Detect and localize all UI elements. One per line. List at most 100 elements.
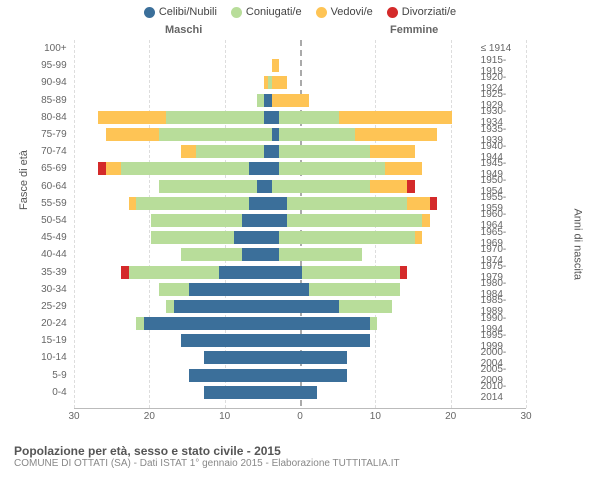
- bar-segment: [121, 162, 249, 175]
- chart-rows: 100+≤ 191495-991915-191990-941920-192485…: [74, 40, 526, 401]
- age-label: 45-49: [34, 232, 67, 243]
- age-label: 35-39: [34, 267, 67, 278]
- age-label: 55-59: [34, 198, 67, 209]
- female-bar: [272, 76, 477, 89]
- age-row: 80-841930-1934: [74, 109, 526, 126]
- bar-segment: [370, 317, 378, 330]
- female-bar: [272, 334, 477, 347]
- legend-label: Divorziati/e: [402, 6, 456, 18]
- bar-segment: [196, 145, 264, 158]
- female-bar: [272, 145, 477, 158]
- female-bar: [272, 300, 477, 313]
- bar-segment: [272, 180, 370, 193]
- male-bar: [67, 59, 272, 72]
- age-label: 70-74: [34, 146, 67, 157]
- chart-subtitle: COMUNE DI OTTATI (SA) - Dati ISTAT 1° ge…: [14, 458, 586, 469]
- bar-segment: [279, 162, 384, 175]
- legend-label: Celibi/Nubili: [159, 6, 217, 18]
- male-bar: [67, 42, 272, 55]
- right-axis-title: Anni di nascita: [572, 208, 584, 280]
- age-row: 5-92005-2009: [74, 367, 526, 384]
- bar-segment: [98, 111, 166, 124]
- x-tick: 10: [370, 411, 381, 422]
- bar-segment: [385, 162, 423, 175]
- age-row: 20-241990-1994: [74, 315, 526, 332]
- bar-segment: [272, 334, 370, 347]
- age-label: 65-69: [34, 163, 67, 174]
- birth-label: ≤ 1914: [481, 43, 526, 54]
- bar-segment: [151, 214, 241, 227]
- legend-item: Celibi/Nubili: [144, 6, 217, 18]
- legend-label: Coniugati/e: [246, 6, 302, 18]
- bar-segment: [249, 162, 272, 175]
- male-bar: [67, 197, 272, 210]
- bar-segment: [98, 162, 106, 175]
- x-tick: 30: [68, 411, 79, 422]
- female-bar: [272, 197, 477, 210]
- age-label: 5-9: [34, 370, 67, 381]
- female-bar: [272, 369, 477, 382]
- bar-segment: [204, 351, 272, 364]
- age-row: 85-891925-1929: [74, 92, 526, 109]
- bar-segment: [106, 162, 121, 175]
- male-bar: [67, 300, 272, 313]
- bar-segment: [339, 111, 452, 124]
- bar-segment: [136, 317, 144, 330]
- female-bar: [272, 351, 477, 364]
- bar-segment: [309, 283, 399, 296]
- bar-segment: [279, 231, 415, 244]
- age-row: 35-391975-1979: [74, 263, 526, 280]
- bar-segment: [272, 214, 287, 227]
- left-axis-title: Fasce di età: [18, 150, 30, 210]
- age-row: 70-741940-1944: [74, 143, 526, 160]
- bar-segment: [339, 300, 392, 313]
- bar-segment: [257, 180, 272, 193]
- bar-segment: [279, 111, 339, 124]
- x-tick: 0: [297, 411, 303, 422]
- x-tick: 10: [219, 411, 230, 422]
- bar-segment: [370, 180, 408, 193]
- age-row: 60-641950-1954: [74, 178, 526, 195]
- female-bar: [272, 42, 477, 55]
- female-bar: [272, 128, 477, 141]
- legend-label: Vedovi/e: [331, 6, 373, 18]
- bar-segment: [430, 197, 438, 210]
- chart-footer: Popolazione per età, sesso e stato civil…: [0, 440, 600, 469]
- bar-segment: [272, 351, 347, 364]
- legend-item: Coniugati/e: [231, 6, 302, 18]
- bar-segment: [159, 128, 272, 141]
- male-bar: [67, 180, 272, 193]
- male-bar: [67, 128, 272, 141]
- female-bar: [272, 94, 477, 107]
- age-row: 90-941920-1924: [74, 74, 526, 91]
- male-bar: [67, 111, 272, 124]
- x-axis: 3020100102030: [74, 408, 526, 429]
- female-bar: [272, 162, 477, 175]
- male-bar: [67, 266, 272, 279]
- bar-segment: [136, 197, 249, 210]
- bar-segment: [129, 197, 137, 210]
- age-row: 45-491965-1969: [74, 229, 526, 246]
- bar-segment: [415, 231, 423, 244]
- age-label: 15-19: [34, 335, 67, 346]
- bar-segment: [272, 231, 280, 244]
- bar-segment: [204, 386, 272, 399]
- legend-item: Vedovi/e: [316, 6, 373, 18]
- female-bar: [272, 231, 477, 244]
- age-label: 30-34: [34, 284, 67, 295]
- bar-segment: [264, 111, 272, 124]
- age-row: 75-791935-1939: [74, 126, 526, 143]
- female-bar: [272, 386, 477, 399]
- male-bar: [67, 248, 272, 261]
- x-tick: 20: [445, 411, 456, 422]
- bar-segment: [272, 59, 280, 72]
- bar-segment: [129, 266, 219, 279]
- male-bar: [67, 283, 272, 296]
- age-label: 75-79: [34, 129, 67, 140]
- male-bar: [67, 317, 272, 330]
- male-bar: [67, 351, 272, 364]
- male-bar: [67, 369, 272, 382]
- age-label: 25-29: [34, 301, 67, 312]
- bar-segment: [189, 283, 272, 296]
- bar-segment: [264, 145, 272, 158]
